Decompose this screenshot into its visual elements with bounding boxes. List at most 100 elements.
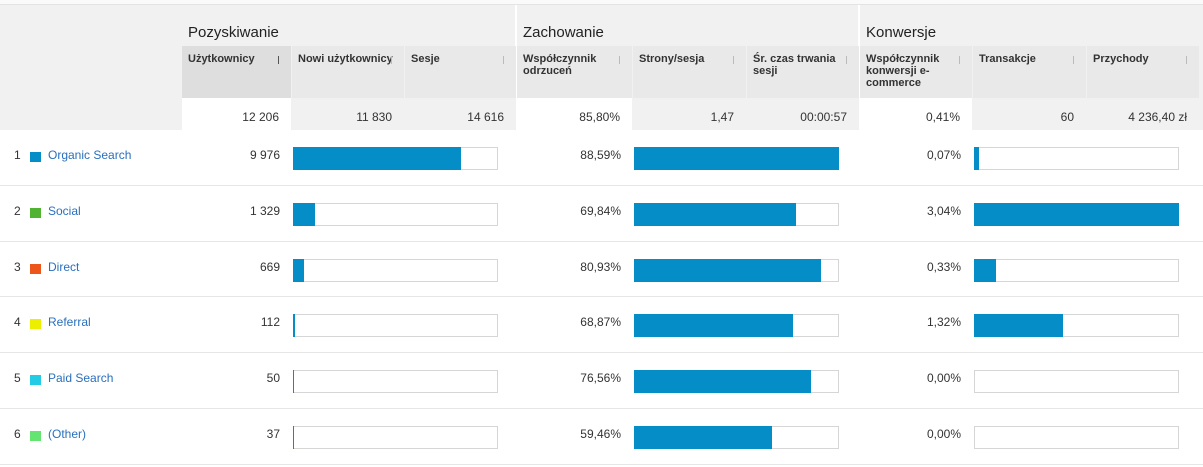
metric-value: 69,84% bbox=[580, 203, 621, 218]
sort-arrow bbox=[1073, 56, 1074, 64]
row-line bbox=[0, 352, 1203, 354]
row-rank: 6 bbox=[14, 427, 21, 441]
column-header[interactable]: Strony/sesja bbox=[633, 46, 746, 98]
group-title: Zachowanie bbox=[523, 24, 604, 41]
row-line bbox=[0, 184, 1203, 186]
group-title: Konwersje bbox=[866, 24, 937, 41]
bar-track bbox=[293, 426, 498, 449]
channel-swatch bbox=[30, 207, 41, 218]
metric-value: 50 bbox=[266, 371, 280, 386]
bar bbox=[974, 258, 997, 282]
column-header[interactable]: Przychody bbox=[1087, 46, 1199, 98]
column-header[interactable]: Nowi użytkownicy bbox=[292, 46, 404, 98]
bar-track bbox=[293, 258, 498, 282]
channel-link[interactable]: (Other) bbox=[48, 427, 87, 441]
sort-arrow bbox=[1186, 56, 1187, 64]
row-rank: 2 bbox=[14, 203, 21, 218]
total-value: 1,47 bbox=[633, 98, 746, 130]
metric-value: 112 bbox=[260, 315, 280, 330]
bar bbox=[634, 258, 822, 282]
total-value: 0,41% bbox=[860, 98, 972, 130]
bar bbox=[634, 426, 772, 449]
metric-value: 0,33% bbox=[926, 259, 961, 274]
sort-arrow bbox=[733, 56, 734, 64]
top-strip bbox=[0, 0, 1203, 5]
bar bbox=[293, 314, 295, 338]
column-header[interactable]: Sesje bbox=[405, 46, 516, 98]
metric-value: 3,04% bbox=[926, 203, 961, 218]
bar-track bbox=[974, 258, 1179, 282]
bar bbox=[634, 147, 839, 170]
metric-value: 1,32% bbox=[926, 315, 961, 330]
group-title: Pozyskiwanie bbox=[188, 24, 279, 41]
metric-value: 59,46% bbox=[580, 427, 621, 441]
metric-value: 37 bbox=[266, 427, 280, 441]
metric-value: 0,00% bbox=[926, 427, 961, 441]
total-value: 85,80% bbox=[517, 98, 632, 130]
metric-value: 80,93% bbox=[580, 259, 621, 274]
total-value: 14 616 bbox=[405, 98, 516, 130]
channel-swatch bbox=[30, 152, 41, 162]
column-header[interactable]: Współczynnik konwersji e-commerce bbox=[860, 46, 972, 98]
channel-link[interactable]: Social bbox=[48, 203, 81, 218]
row-rank: 3 bbox=[14, 259, 21, 274]
metric-value: 9 976 bbox=[249, 148, 280, 162]
channel-link[interactable]: Referral bbox=[48, 315, 91, 330]
sort-arrow bbox=[846, 56, 847, 64]
metric-value: 669 bbox=[259, 259, 280, 274]
metric-value: 68,87% bbox=[580, 315, 621, 330]
bar bbox=[974, 147, 979, 170]
sort-arrow bbox=[278, 56, 279, 64]
bar-track bbox=[293, 370, 498, 394]
bar-track bbox=[974, 426, 1179, 449]
bar-track bbox=[293, 314, 498, 338]
bar bbox=[293, 202, 316, 226]
total-value: 12 206 bbox=[182, 98, 291, 130]
bar-track bbox=[974, 370, 1179, 394]
column-header[interactable]: Transakcje bbox=[973, 46, 1086, 98]
bar bbox=[634, 314, 794, 338]
channel-link[interactable]: Direct bbox=[48, 259, 80, 274]
channel-link[interactable]: Organic Search bbox=[48, 148, 132, 162]
group-divider bbox=[858, 5, 860, 467]
total-value: 60 bbox=[973, 98, 1086, 130]
row-rank: 5 bbox=[14, 371, 21, 386]
column-header[interactable]: Użytkownicy bbox=[182, 46, 291, 98]
total-value: 4 236,40 zł bbox=[1087, 98, 1199, 130]
sort-arrow bbox=[391, 56, 392, 64]
bar bbox=[293, 426, 294, 449]
sort-arrow bbox=[959, 56, 960, 64]
row-line bbox=[0, 296, 1203, 298]
total-value: 00:00:57 bbox=[747, 98, 859, 130]
bar bbox=[293, 258, 305, 282]
bar bbox=[974, 202, 1179, 226]
sort-arrow bbox=[619, 56, 620, 64]
bar bbox=[634, 202, 796, 226]
metric-value: 0,07% bbox=[926, 148, 961, 162]
metric-value: 0,00% bbox=[926, 371, 961, 386]
row-line bbox=[0, 408, 1203, 409]
metric-value: 76,56% bbox=[580, 371, 621, 386]
row-line bbox=[0, 240, 1203, 242]
bar bbox=[293, 147, 461, 170]
bar-track bbox=[293, 202, 498, 226]
channel-link[interactable]: Paid Search bbox=[48, 371, 114, 386]
channel-swatch bbox=[30, 431, 41, 441]
bar bbox=[974, 314, 1063, 338]
bar-track bbox=[974, 147, 1179, 170]
group-divider bbox=[515, 5, 517, 467]
channel-swatch bbox=[30, 263, 41, 274]
channel-swatch bbox=[30, 319, 41, 330]
column-header[interactable]: Śr. czas trwania sesji bbox=[747, 46, 859, 98]
metric-value: 1 329 bbox=[249, 203, 280, 218]
column-header[interactable]: Współczynnik odrzuceń bbox=[517, 46, 632, 98]
sort-arrow bbox=[503, 56, 504, 64]
metric-value: 88,59% bbox=[580, 148, 621, 162]
bar bbox=[293, 370, 294, 394]
channel-swatch bbox=[30, 375, 41, 386]
row-rank: 4 bbox=[14, 315, 21, 330]
total-value: 11 830 bbox=[292, 98, 404, 130]
bar bbox=[634, 370, 812, 394]
row-line bbox=[0, 463, 1203, 465]
